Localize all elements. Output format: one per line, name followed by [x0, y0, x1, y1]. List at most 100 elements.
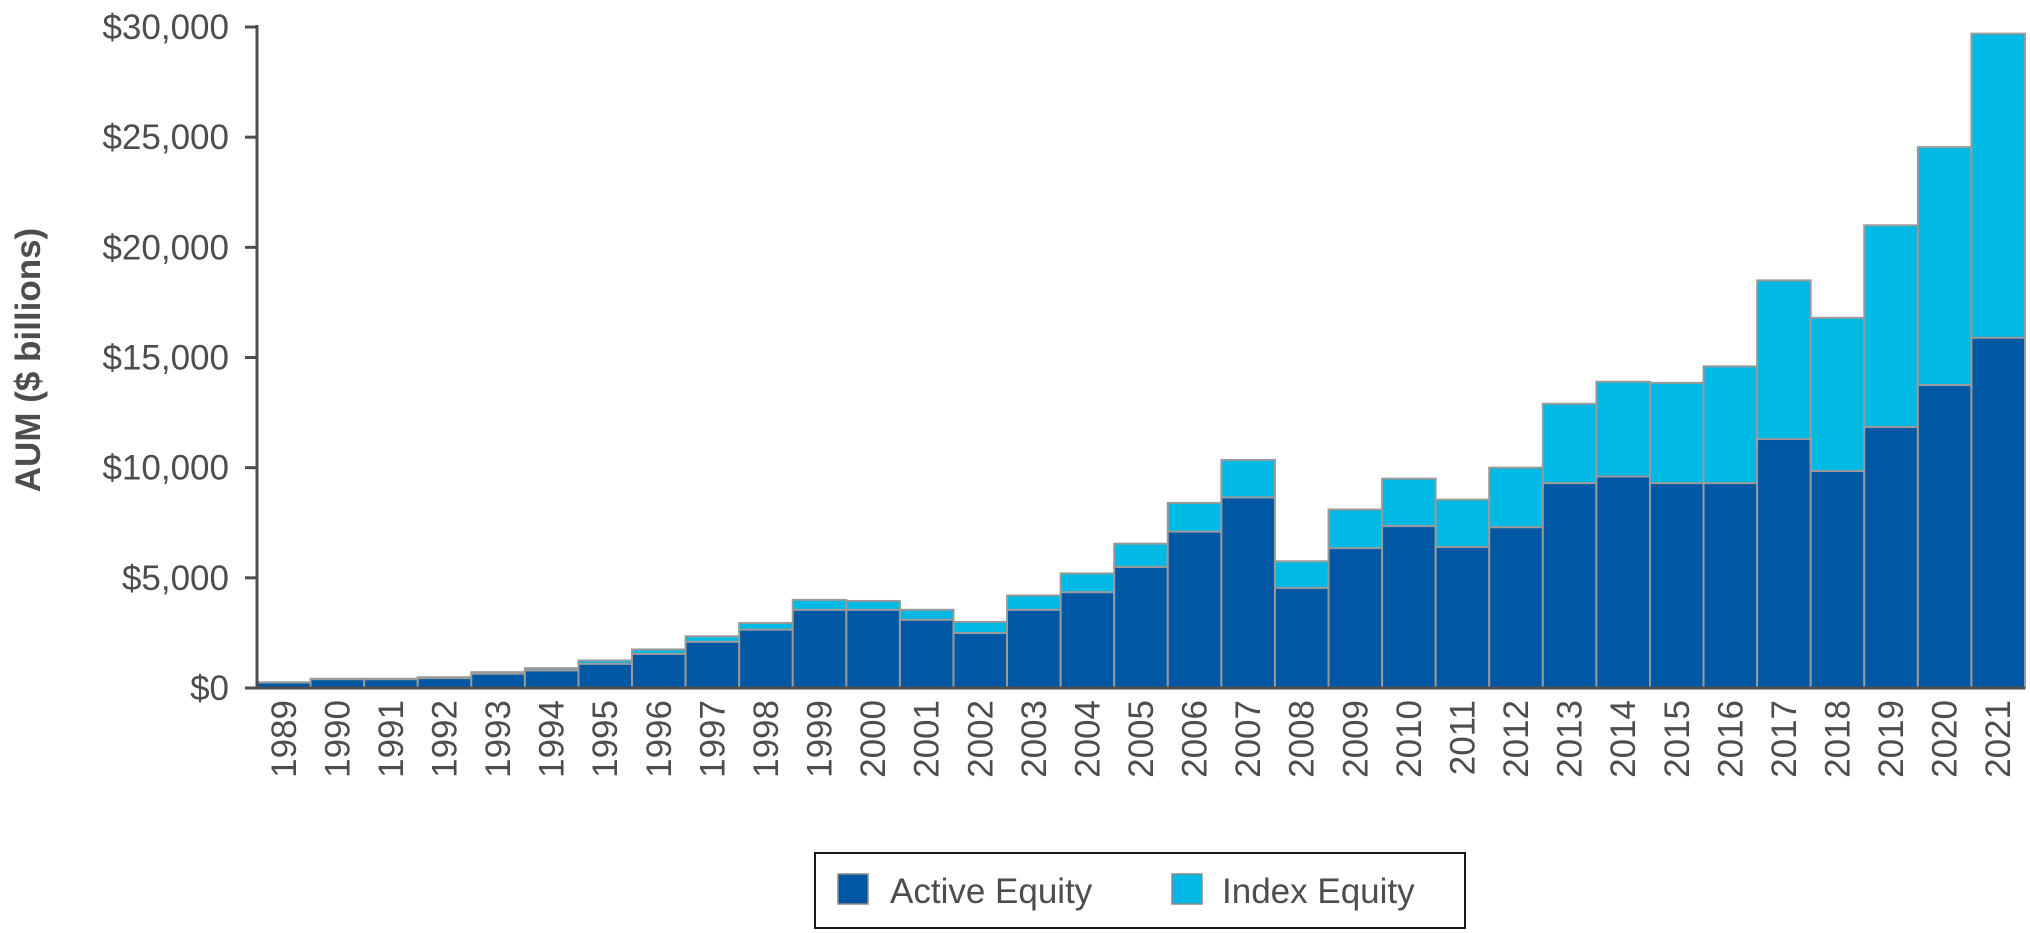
x-tick-label: 2017	[1765, 700, 1804, 778]
y-tick-label: $10,000	[102, 449, 229, 488]
bar-active-equity-2018	[1809, 469, 1866, 690]
legend: Active Equity Index Equity	[814, 852, 1466, 929]
y-tick-label: $0	[190, 669, 229, 708]
bar-index-equity-2010	[1381, 477, 1437, 528]
bar-index-equity-2003	[1006, 594, 1062, 611]
x-tick-label: 1996	[640, 700, 679, 778]
bar-index-equity-2005	[1113, 542, 1169, 568]
x-tick-label: 1999	[801, 700, 840, 778]
x-tick-label: 2000	[854, 700, 893, 778]
legend-item-index-equity: Index Equity	[1171, 872, 1415, 911]
bar-active-equity-1999	[791, 608, 848, 690]
legend-swatch-index-equity	[1171, 873, 1203, 905]
bar-active-equity-2021	[1970, 336, 2026, 689]
x-tick-label: 2002	[961, 700, 1000, 778]
bar-active-equity-2004	[1059, 591, 1116, 690]
bar-index-equity-1992	[416, 676, 473, 680]
bar-active-equity-2001	[898, 618, 955, 689]
x-axis: 1989 1990 1991 1992 1993 1994 1995 1996 1997 1998…	[257, 686, 2025, 778]
bar-index-equity-2015	[1648, 381, 1705, 485]
bar-active-equity-2003	[1006, 608, 1062, 690]
bar-index-equity-2007	[1220, 458, 1276, 499]
bar-active-equity-2002	[952, 631, 1009, 690]
bar-index-equity-2019	[1863, 224, 1919, 428]
bar-active-equity-2005	[1113, 565, 1169, 689]
bar-active-equity-2016	[1702, 482, 1759, 689]
bars-layer	[256, 32, 2026, 690]
x-tick-label: 2019	[1872, 700, 1911, 778]
x-tick-label: 2009	[1336, 700, 1375, 778]
x-tick-label: 2005	[1122, 700, 1161, 778]
bar-active-equity-2007	[1220, 496, 1276, 689]
bar-active-equity-1993	[470, 672, 526, 690]
bar-active-equity-1996	[631, 652, 687, 689]
bar-active-equity-2013	[1541, 482, 1598, 689]
bar-index-equity-2000	[845, 599, 901, 611]
bar-index-equity-2020	[1916, 146, 1973, 387]
bar-active-equity-2008	[1273, 586, 1330, 690]
y-axis-title: AUM ($ billions)	[9, 228, 48, 492]
bar-active-equity-2020	[1916, 384, 1973, 689]
x-tick-label: 2012	[1497, 700, 1536, 778]
bar-index-equity-1995	[577, 659, 634, 665]
bar-active-equity-2010	[1381, 525, 1437, 689]
x-tick-label: 1990	[318, 700, 357, 778]
x-tick-label: 2006	[1176, 700, 1215, 778]
bar-index-equity-2021	[1970, 32, 2026, 339]
bar-active-equity-2015	[1648, 482, 1705, 689]
bar-index-equity-2001	[898, 608, 955, 621]
x-tick-label: 1989	[265, 700, 304, 778]
x-tick-label: 2011	[1443, 700, 1482, 775]
bar-index-equity-2013	[1541, 402, 1598, 485]
bar-index-equity-2009	[1327, 508, 1384, 550]
x-tick-label: 1993	[479, 700, 518, 778]
bar-active-equity-1995	[577, 662, 634, 689]
x-tick-label: 1995	[586, 700, 625, 778]
bar-active-equity-2017	[1756, 438, 1812, 690]
x-tick-label: 2007	[1229, 700, 1268, 778]
x-tick-label: 2010	[1390, 700, 1429, 778]
x-tick-label: 2021	[1979, 700, 2018, 778]
bar-active-equity-1998	[738, 628, 794, 690]
y-tick-label: $20,000	[102, 228, 229, 267]
x-tick-label: 2008	[1283, 700, 1322, 778]
bar-index-equity-2008	[1273, 560, 1330, 589]
bar-index-equity-2002	[952, 620, 1009, 634]
bar-active-equity-2006	[1166, 530, 1223, 690]
x-tick-label: 2013	[1551, 700, 1590, 778]
x-tick-label: 1994	[533, 700, 572, 778]
x-tick-label: 2003	[1015, 700, 1054, 778]
bar-index-equity-2017	[1756, 279, 1812, 441]
bar-active-equity-2011	[1434, 545, 1491, 690]
bar-index-equity-1994	[523, 667, 580, 672]
x-tick-label: 1991	[372, 700, 411, 778]
bar-active-equity-1997	[684, 640, 741, 689]
y-tick-label: $30,000	[102, 8, 229, 47]
x-tick-label: 2014	[1604, 700, 1643, 778]
bar-index-equity-2014	[1595, 380, 1651, 478]
y-tick-label: $25,000	[102, 118, 229, 157]
bar-index-equity-2004	[1059, 572, 1116, 594]
bar-index-equity-1993	[470, 671, 526, 675]
bar-index-equity-2016	[1702, 365, 1759, 485]
bar-active-equity-2000	[845, 608, 901, 690]
legend-swatch-active-equity	[837, 873, 869, 905]
x-tick-label: 2001	[908, 700, 947, 778]
x-tick-label: 2004	[1068, 700, 1107, 778]
bar-index-equity-1999	[791, 598, 848, 611]
legend-frame	[814, 852, 1466, 929]
bar-index-equity-2012	[1488, 466, 1544, 529]
x-tick-label: 1997	[693, 700, 732, 778]
bar-index-equity-1997	[684, 635, 741, 643]
y-tick-label: $15,000	[102, 339, 229, 378]
bar-index-equity-1996	[631, 648, 687, 655]
legend-label-index-equity: Index Equity	[1222, 872, 1415, 911]
bar-active-equity-2009	[1327, 547, 1384, 689]
x-tick-label: 1998	[747, 700, 786, 778]
bar-active-equity-2014	[1595, 475, 1651, 690]
bar-active-equity-2019	[1863, 425, 1919, 689]
bar-active-equity-2012	[1488, 526, 1544, 690]
y-tick-label: $5,000	[122, 559, 229, 598]
x-tick-label: 1992	[426, 700, 465, 778]
